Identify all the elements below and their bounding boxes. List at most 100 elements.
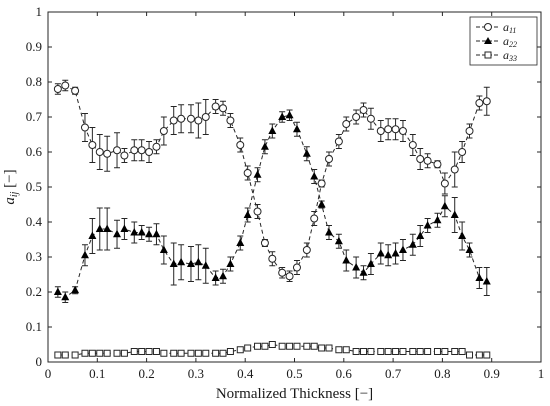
x-tick-label: 1 — [538, 366, 545, 381]
data-point-a11 — [137, 146, 146, 155]
x-tick-label: 0.2 — [138, 366, 154, 381]
data-point-a11 — [475, 99, 484, 107]
data-point-a22 — [317, 200, 326, 208]
data-point-a11 — [201, 113, 210, 121]
data-point-a11 — [384, 125, 393, 134]
data-point-a22 — [352, 263, 361, 271]
data-point-a11 — [53, 85, 62, 93]
data-point-a33 — [219, 349, 227, 357]
data-point-a11 — [278, 268, 287, 277]
data-point-a33 — [318, 344, 326, 352]
data-point-a11 — [211, 102, 220, 111]
data-point-a11 — [226, 116, 235, 125]
data-point-a22 — [359, 268, 368, 276]
data-point-a33 — [187, 349, 195, 357]
data-point-a22 — [152, 229, 161, 238]
data-point-a33 — [416, 348, 424, 355]
data-point-a22 — [159, 245, 168, 253]
data-point-a33 — [424, 348, 432, 355]
data-point-a22 — [475, 273, 484, 281]
data-point-a22 — [433, 215, 442, 224]
data-point-a33 — [475, 351, 483, 359]
data-point-a11 — [450, 165, 459, 174]
data-point-a11 — [177, 114, 186, 123]
svg-text:a22: a22 — [503, 34, 517, 49]
data-point-a11 — [152, 142, 161, 151]
data-point-a22 — [458, 231, 467, 239]
data-point-a33 — [310, 342, 318, 350]
data-point-a33 — [451, 348, 459, 355]
x-tick-label: 0.3 — [188, 366, 204, 381]
data-point-a22 — [53, 287, 62, 295]
y-axis-label: aij [−] — [2, 169, 20, 204]
data-point-a33 — [160, 349, 168, 357]
series-a22 — [53, 109, 491, 303]
data-point-a33 — [392, 348, 400, 355]
data-point-a33 — [325, 344, 333, 352]
data-point-a11 — [71, 86, 80, 95]
data-point-a22 — [302, 149, 311, 157]
data-point-a33 — [367, 348, 375, 355]
data-point-a22 — [243, 210, 252, 218]
data-point-a33 — [194, 349, 202, 357]
data-point-a33 — [268, 341, 276, 348]
data-point-a33 — [212, 349, 220, 357]
data-point-a11 — [95, 148, 104, 156]
data-point-a22 — [391, 249, 400, 257]
data-point-a22 — [408, 240, 417, 248]
data-point-a22 — [169, 259, 178, 267]
data-point-a11 — [310, 214, 319, 223]
y-tick-label: 0.1 — [26, 319, 42, 334]
data-point-a22 — [177, 257, 186, 266]
data-point-a11 — [194, 116, 203, 125]
data-point-a33 — [81, 349, 89, 357]
x-tick-label: 0.9 — [484, 366, 500, 381]
data-point-a11 — [433, 160, 442, 169]
data-point-a11 — [317, 179, 326, 188]
y-tick-label: 0.9 — [26, 39, 42, 54]
data-point-a33 — [278, 342, 286, 350]
data-point-a11 — [342, 120, 351, 128]
data-point-a11 — [352, 113, 361, 121]
data-point-a22 — [482, 277, 491, 285]
plot-area — [47, 11, 542, 363]
data-point-a11 — [398, 127, 407, 135]
data-point-a22 — [137, 228, 146, 236]
data-point-a22 — [211, 273, 220, 281]
data-point-a33 — [303, 342, 311, 350]
data-point-a22 — [61, 292, 70, 301]
series-a33 — [54, 341, 491, 359]
data-point-a22 — [366, 259, 375, 267]
legend: a11 a22 a33 — [469, 16, 538, 66]
legend-box — [469, 16, 538, 66]
svg-text:a33: a33 — [503, 48, 517, 63]
data-point-a33 — [399, 348, 407, 355]
data-point-a11 — [236, 141, 245, 149]
x-tick-label: 0.1 — [89, 366, 105, 381]
data-point-a22 — [384, 250, 393, 259]
data-point-a11 — [302, 246, 311, 254]
y-tick-label: 0.7 — [26, 109, 43, 124]
data-point-a11 — [334, 137, 343, 146]
data-point-a22 — [398, 245, 407, 253]
x-tick-label: 0.8 — [434, 366, 450, 381]
x-axis-label: Normalized Thickness [−] — [216, 386, 373, 402]
data-point-a22 — [236, 238, 245, 246]
data-point-a33 — [466, 351, 474, 359]
x-tick-label: 0 — [45, 366, 52, 381]
data-point-a33 — [145, 348, 153, 355]
data-point-a22 — [88, 231, 97, 239]
data-point-a22 — [113, 229, 122, 238]
data-point-a22 — [416, 231, 425, 239]
x-tick-label: 0.4 — [237, 366, 254, 381]
y-tick-label: 0.4 — [26, 214, 43, 229]
data-point-a11 — [260, 239, 269, 247]
y-tick-label: 1 — [36, 4, 43, 19]
data-point-a11 — [145, 148, 154, 156]
data-point-a33 — [441, 348, 449, 355]
data-point-a33 — [202, 349, 210, 357]
data-point-a33 — [360, 348, 368, 355]
data-point-a33 — [433, 348, 441, 355]
legend-square-marker — [484, 51, 492, 59]
